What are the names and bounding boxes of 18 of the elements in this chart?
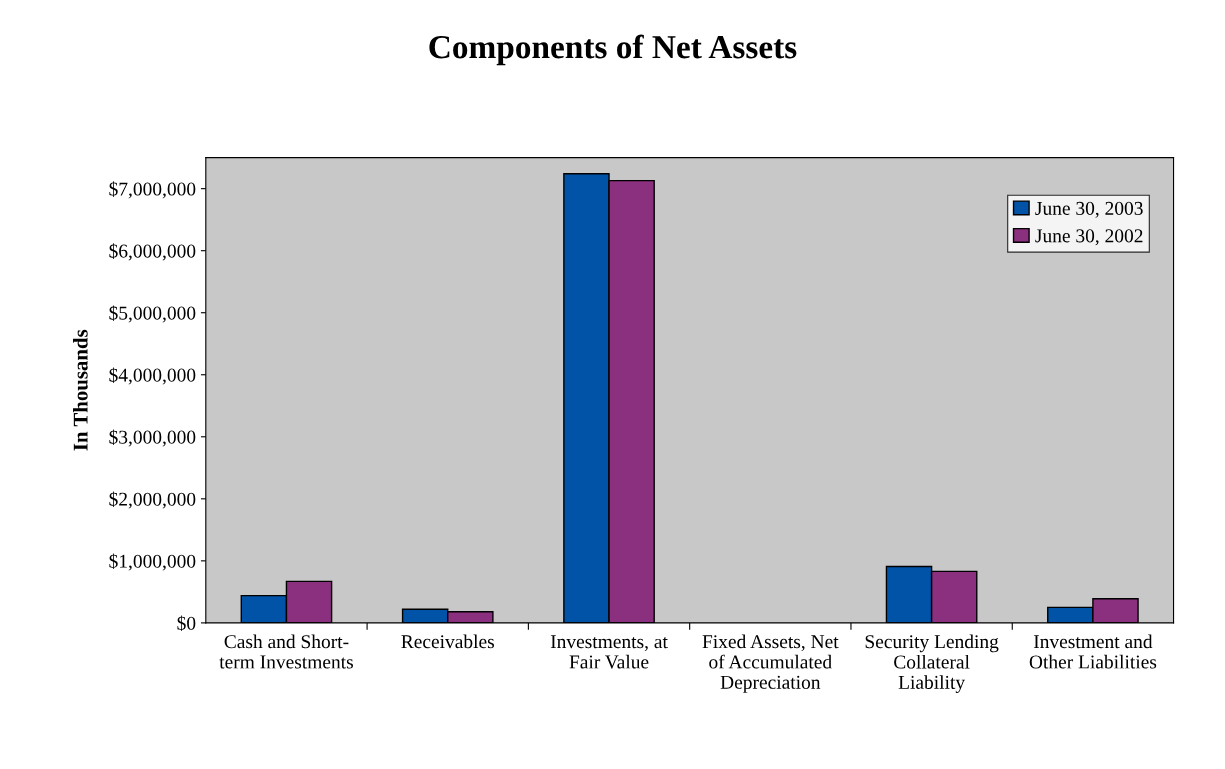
y-tick-label: $5,000,000 (109, 305, 196, 323)
chart-title: Components of Net Assets (429, 34, 797, 66)
y-tick-label: $2,000,000 (109, 491, 196, 509)
x-tick-label: Investment and Other Liabilities (1029, 634, 1157, 669)
legend-label: June 30, 2003 (1035, 201, 1143, 218)
x-tick-label: Receivables (401, 634, 494, 649)
y-tick-label: $1,000,000 (109, 553, 196, 571)
y-tick-label: $6,000,000 (109, 243, 196, 261)
y-axis-title: In Thousands (73, 329, 88, 451)
legend-label: June 30, 2002 (1035, 229, 1143, 246)
y-tick-label: $3,000,000 (109, 429, 196, 447)
y-tick-label: $0 (177, 615, 196, 632)
y-tick-label: $7,000,000 (109, 181, 196, 199)
x-tick-label: Security Lending Collateral Liability (865, 634, 999, 693)
y-tick-label: $4,000,000 (109, 367, 196, 385)
x-tick-label: Cash and Short- term Investments (219, 634, 353, 669)
x-tick-label: Fixed Assets, Net of Accumulated Depreciation (702, 634, 839, 693)
x-tick-label: Investments, at Fair Value (550, 635, 668, 669)
